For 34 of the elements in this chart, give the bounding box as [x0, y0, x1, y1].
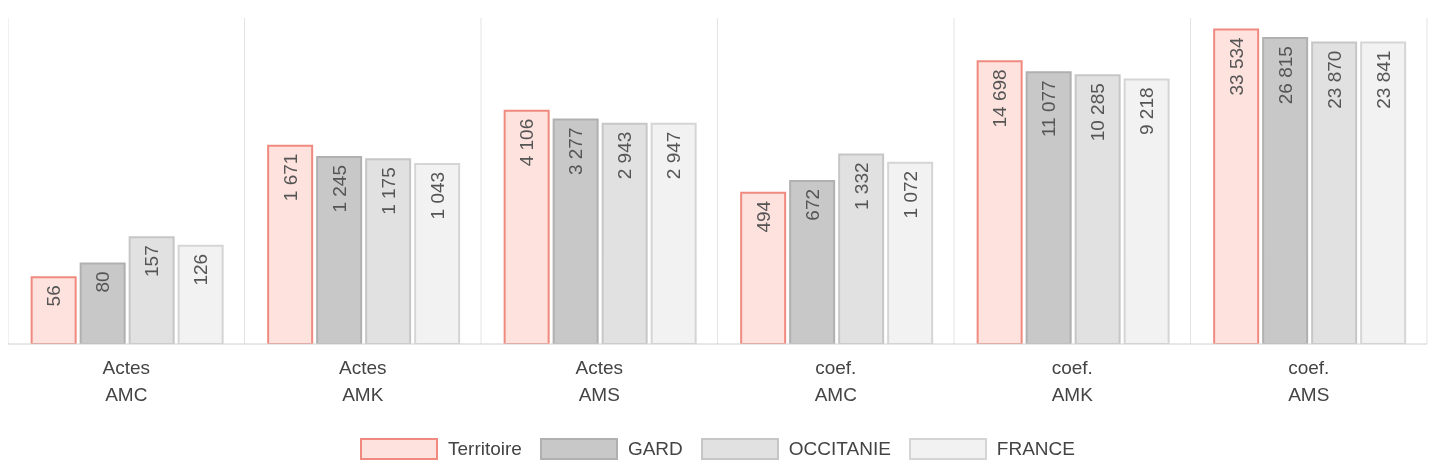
- legend-label: FRANCE: [996, 438, 1075, 460]
- data-label: 3 277: [565, 127, 587, 176]
- legend-label: OCCITANIE: [788, 438, 891, 460]
- data-label: 23 841: [1372, 50, 1394, 109]
- data-label: 1 043: [426, 171, 448, 220]
- data-label: 10 285: [1087, 83, 1109, 142]
- data-label: 33 534: [1225, 36, 1247, 96]
- x-tick-label: Actes AMK: [338, 357, 387, 405]
- data-label: 126: [190, 253, 212, 286]
- data-label: 56: [43, 285, 65, 307]
- legend-label: Territoire: [448, 438, 522, 460]
- data-label: 1 671: [279, 153, 301, 202]
- data-label: 80: [92, 271, 114, 293]
- data-label: 9 218: [1136, 87, 1158, 135]
- data-label: 157: [141, 245, 163, 277]
- data-label: 1 072: [899, 170, 921, 219]
- data-label: 14 698: [989, 69, 1011, 128]
- data-label: 2 943: [614, 131, 636, 180]
- legend-label: GARD: [627, 438, 683, 460]
- data-label: 1 245: [328, 165, 350, 213]
- data-label: 2 947: [663, 131, 685, 180]
- x-tick-label: coef. AMK: [1051, 357, 1094, 405]
- x-tick-label: Actes AMS: [575, 357, 624, 405]
- data-label: 1 175: [377, 167, 399, 215]
- data-label: 1 332: [850, 162, 872, 210]
- data-label: 26 815: [1274, 46, 1296, 105]
- x-tick-label: coef. AMS: [1288, 357, 1330, 405]
- x-tick-label: Actes AMC: [102, 357, 151, 405]
- data-label: 11 077: [1038, 80, 1060, 138]
- x-tick-label: coef. AMC: [814, 357, 857, 405]
- data-label: 23 870: [1323, 50, 1345, 109]
- data-label: 4 106: [516, 118, 538, 167]
- data-label: 494: [752, 200, 774, 233]
- data-label: 672: [801, 188, 823, 221]
